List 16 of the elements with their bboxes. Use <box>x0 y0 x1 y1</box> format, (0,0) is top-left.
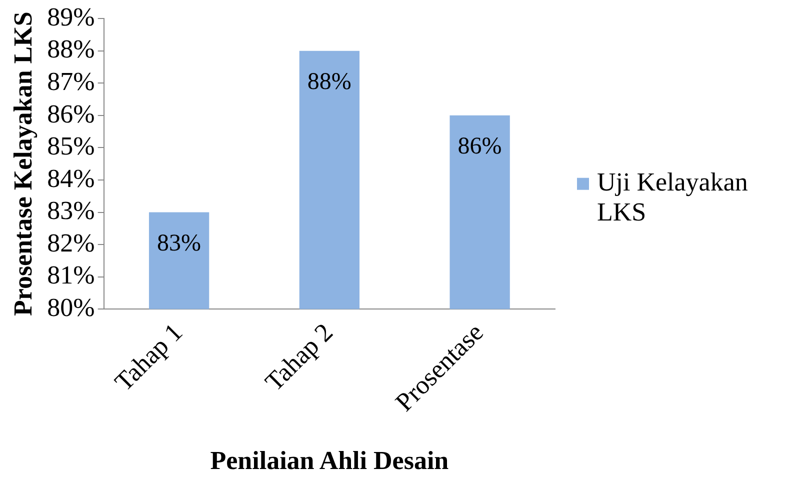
x-axis-title: Penilaian Ahli Desain <box>210 446 450 476</box>
data-label: 86% <box>458 134 502 160</box>
y-tick-label: 86% <box>47 99 95 128</box>
y-tick-label: 80% <box>47 292 95 322</box>
legend-label: Uji Kelayakan LKS <box>597 168 748 227</box>
y-tick-label: 81% <box>47 260 95 290</box>
data-label: 83% <box>157 230 202 257</box>
y-tick-label: 84% <box>47 164 95 193</box>
y-tick-label: 82% <box>47 228 95 258</box>
y-tick-label: 88% <box>47 34 95 64</box>
y-axis-title: Prosentase Kelayakan LKS <box>8 12 38 316</box>
y-tick-label: 83% <box>47 196 95 226</box>
data-label: 88% <box>307 69 352 96</box>
y-tick-label: 89% <box>47 2 95 32</box>
y-tick-label: 85% <box>47 132 95 161</box>
y-tick-label: 87% <box>47 66 95 96</box>
